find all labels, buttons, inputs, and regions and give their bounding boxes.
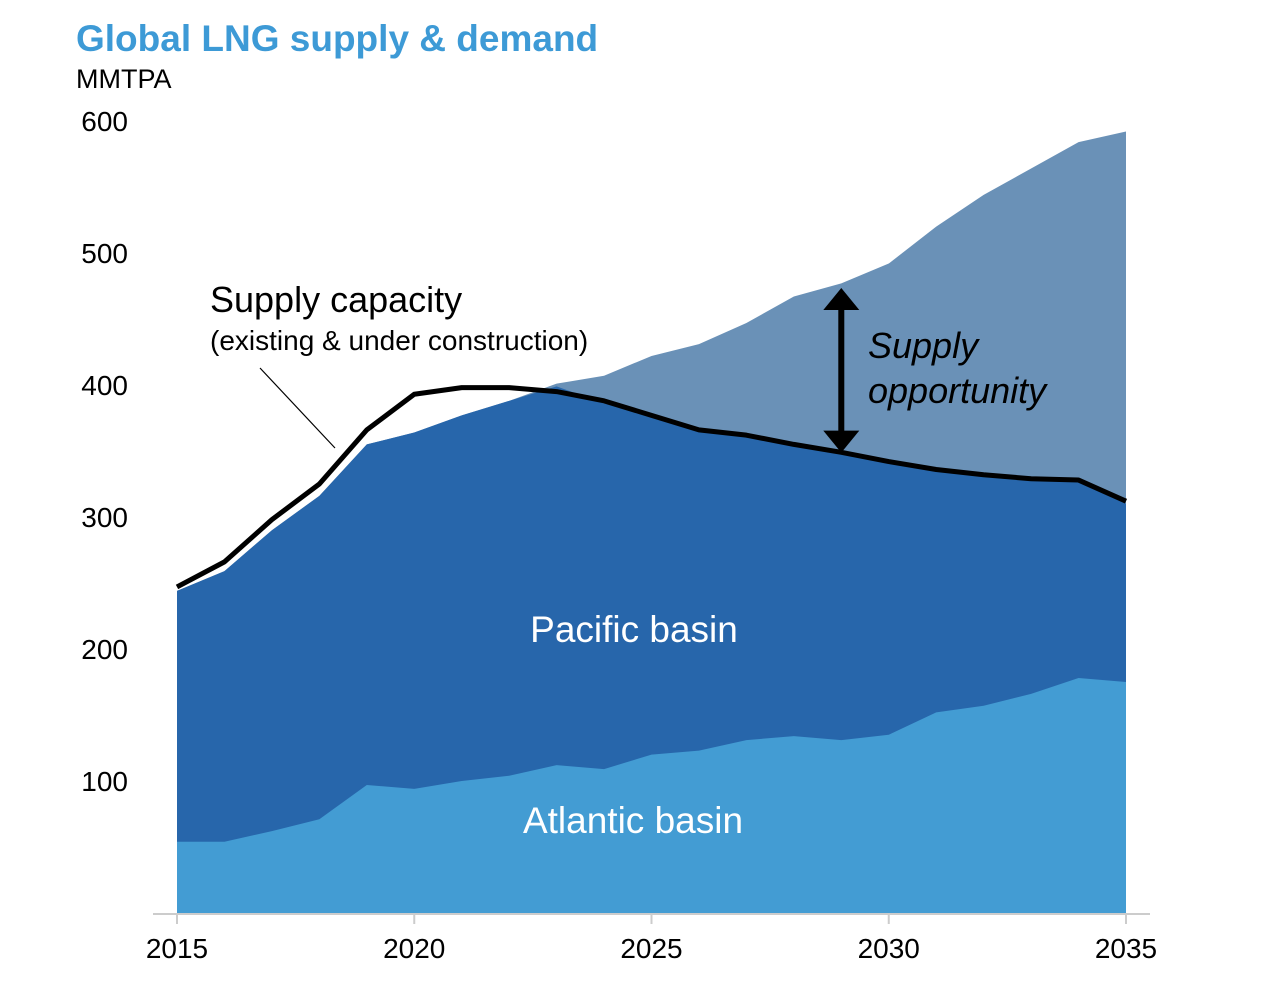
area-layers — [177, 131, 1126, 913]
supply-opportunity-label-line2: opportunity — [868, 370, 1048, 411]
atlantic-basin-area — [177, 678, 1126, 913]
supply-capacity-leader-line — [259, 367, 336, 449]
opportunity-arrow-head-down — [823, 430, 860, 453]
y-tick-label: 100 — [81, 766, 128, 797]
y-tick-label: 600 — [81, 106, 128, 137]
y-tick-label: 400 — [81, 370, 128, 401]
supply-capacity-line — [175, 385, 1128, 590]
supply-capacity-sublabel: (existing & under construction) — [210, 325, 588, 356]
y-tick-label: 200 — [81, 634, 128, 665]
opportunity-arrow-head-up — [823, 288, 860, 311]
x-tick-label: 2015 — [146, 933, 208, 964]
supply-capacity-label: Supply capacity — [210, 279, 462, 320]
y-tick-label: 300 — [81, 502, 128, 533]
atlantic-basin-label: Atlantic basin — [523, 800, 743, 841]
supply-capacity-layer — [175, 385, 1128, 590]
supply-opportunity-label-line1: Supply — [868, 325, 980, 366]
axes: 2015 2020 2025 2030 2035 100 200 300 400 500 600 — [81, 106, 1157, 964]
x-tick-label: 2020 — [383, 933, 445, 964]
x-tick-label: 2030 — [858, 933, 920, 964]
pacific-basin-label: Pacific basin — [530, 609, 738, 650]
y-axis-unit-label: MMTPA — [76, 64, 172, 94]
x-tick-label: 2035 — [1095, 933, 1157, 964]
x-tick-label: 2025 — [620, 933, 682, 964]
chart-title: Global LNG supply & demand — [76, 18, 599, 59]
y-tick-label: 500 — [81, 238, 128, 269]
annotations: Supply capacity (existing & under constru… — [210, 279, 1048, 841]
